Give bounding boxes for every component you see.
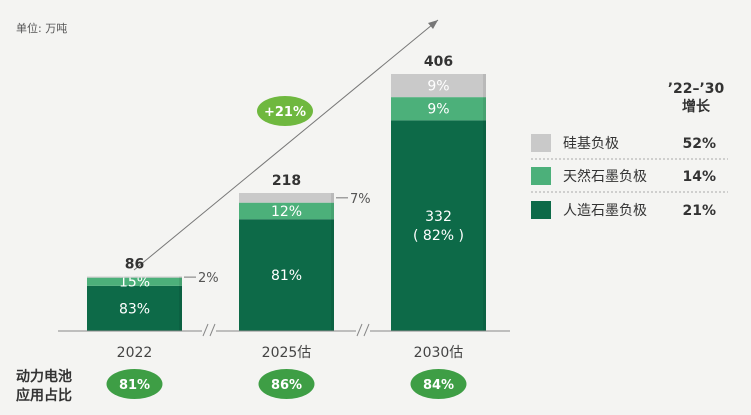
bar-segment-artificial (391, 120, 486, 331)
legend: 硅基负极 52% 天然石墨负极 14% 人造石墨负极 21% (531, 134, 728, 219)
legend-label: 硅基负极 (563, 135, 619, 152)
row-label-line1: 动力电池 (16, 368, 72, 385)
bar-shadow-edge (483, 74, 486, 331)
bar-total-label: 218 (272, 173, 301, 189)
legend-label: 天然石墨负极 (563, 168, 647, 185)
segment-label: 7% (350, 192, 371, 207)
growth-arrow-head-icon (428, 20, 438, 29)
segment-label: ( 82% ) (413, 228, 464, 244)
segment-label: 81% (271, 268, 302, 284)
legend-label: 人造石墨负极 (563, 203, 647, 219)
bar-segment-natural (87, 277, 182, 286)
share-pill (106, 369, 163, 399)
bar-segment-artificial (239, 219, 334, 331)
segment-label: 2% (198, 271, 219, 286)
legend-swatch-natural (531, 167, 551, 185)
axis-break-mark (363, 323, 370, 337)
share-pills: 81% 86% 84% (106, 369, 467, 399)
share-pill (258, 369, 315, 399)
share-pill (410, 369, 467, 399)
growth-header-line1: ’22–’30 (668, 81, 725, 97)
axis-break-mark (209, 323, 216, 337)
growth-arrow (133, 19, 439, 271)
segment-label: 15% (119, 275, 150, 291)
legend-growth-value: 14% (682, 169, 716, 185)
category-label: 2030估 (414, 345, 464, 361)
axis-break-mark (202, 323, 209, 337)
segment-label: 332 (425, 209, 452, 225)
bar-shadow-edge (331, 193, 334, 331)
category-label: 2022 (117, 345, 153, 361)
bar-shadow-edge (179, 276, 182, 331)
legend-growth-value: 21% (682, 203, 716, 219)
bar-total-label: 86 (125, 257, 144, 273)
unit-label: 单位: 万吨 (16, 21, 67, 35)
bar-segment-natural (391, 97, 486, 121)
legend-swatch-silicon (531, 134, 551, 152)
x-axis (58, 323, 510, 337)
bar-segment-silicon (391, 74, 486, 98)
segment-label: 12% (271, 204, 302, 220)
legend-swatch-artificial (531, 201, 551, 219)
segment-label: 9% (427, 102, 449, 118)
segment-label: 83% (119, 301, 150, 317)
share-pill-label: 86% (271, 378, 302, 393)
growth-badge: +21% (257, 96, 313, 126)
bar-segment-artificial (87, 285, 182, 331)
segment-label: 9% (427, 79, 449, 95)
share-pill-label: 81% (119, 378, 150, 393)
bars-layer: 83% 15% 2% 86 81% 12% 7% 218 332 ( 82% ) 9% 9% 406 (87, 54, 486, 331)
bar-segment-silicon (239, 193, 334, 203)
category-labels: 2022 2025估 2030估 (117, 345, 464, 361)
bar-segment-natural (239, 202, 334, 220)
bar-segment-silicon (87, 276, 182, 278)
category-label: 2025估 (262, 345, 312, 361)
bar-total-label: 406 (424, 54, 453, 70)
axis-break-mark (356, 323, 363, 337)
svg-text:+21%: +21% (264, 105, 306, 120)
row-label-line2: 应用占比 (16, 387, 72, 404)
growth-header-line2: 增长 (682, 98, 711, 115)
share-pill-label: 84% (423, 378, 454, 393)
legend-growth-value: 52% (682, 136, 716, 152)
